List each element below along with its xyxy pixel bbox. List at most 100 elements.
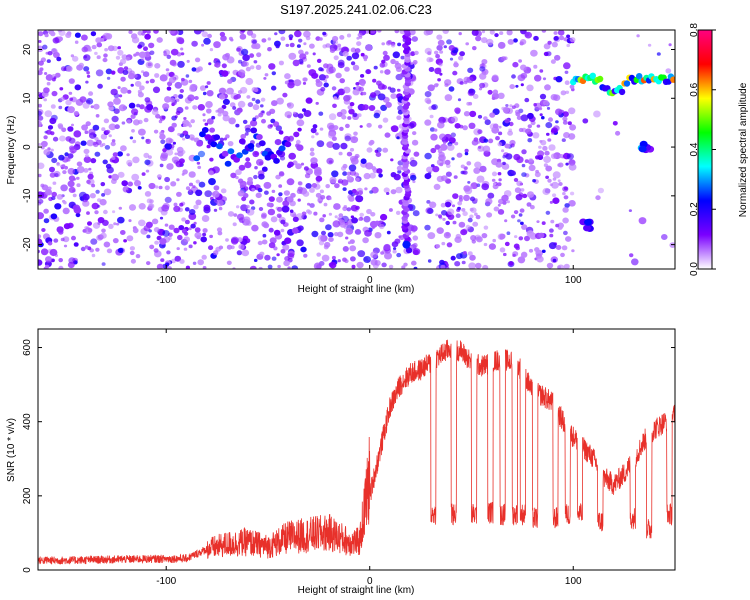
heatmap-cell [358,86,365,92]
heatmap-cell [365,44,373,51]
heatmap-feature-cell [236,152,243,159]
heatmap-cell [284,222,290,227]
heatmap-cell [489,112,496,118]
heatmap-cell [410,51,416,57]
heatmap-cell [287,266,291,269]
heatmap-cell [563,132,570,139]
heatmap-cell [513,38,518,43]
heatmap-cell [492,123,499,129]
heatmap-cell [276,213,282,219]
heatmap-cell [347,241,352,245]
heatmap-cell [220,35,227,42]
heatmap-cell [60,237,65,242]
heatmap-cell [462,211,468,217]
heatmap-y-tick-label: 10 [22,92,33,104]
heatmap-cell [409,159,418,167]
heatmap-cell [92,124,100,131]
heatmap-cell [563,230,568,236]
heatmap-cell [246,208,255,216]
heatmap-cell [46,81,51,86]
snr-x-tick-label: -100 [156,576,176,587]
heatmap-cell [105,33,113,40]
heatmap-feature-cell [201,127,209,133]
heatmap-cell [498,178,502,182]
heatmap-cell [233,213,238,217]
heatmap-cell [318,240,325,246]
heatmap-cell [274,139,282,146]
heatmap-cell [484,119,491,126]
heatmap-cell [52,136,59,142]
heatmap-cell [177,132,181,136]
heatmap-cell [80,198,85,202]
heatmap-cell [38,212,44,220]
heatmap-cell [524,159,529,164]
heatmap-cell [333,203,341,210]
colorbar-label: Normalized spectral amplitude [738,82,749,217]
heatmap-cell [197,259,204,266]
heatmap-cell [259,251,265,257]
heatmap-cell [661,234,668,240]
heatmap-cell [345,123,350,129]
heatmap-cell [58,258,63,263]
heatmap-cell [506,30,513,36]
heatmap-cell [377,30,382,33]
heatmap-cell [246,30,254,36]
heatmap-cell [483,151,489,156]
heatmap-cell [41,184,49,191]
heatmap-cell [74,32,81,38]
heatmap-cell [559,35,565,41]
heatmap-cell [376,168,383,174]
heatmap-cell [67,153,74,159]
heatmap-cell [111,45,118,52]
heatmap-cell [108,175,113,179]
heatmap-cell [405,247,413,254]
heatmap-cell [226,260,232,265]
heatmap-cell [337,259,341,263]
heatmap-cell [481,30,486,34]
heatmap-cell [117,247,124,253]
heatmap-cell [81,34,88,41]
heatmap-cell [355,177,360,182]
heatmap-cell [225,238,229,242]
heatmap-cell [319,127,324,131]
heatmap-cell [472,94,479,99]
heatmap-cell [342,206,348,212]
heatmap-cell [312,52,316,56]
colorbar-tick-label: 0.0 [689,262,700,276]
snr-y-tick-label: 400 [22,413,33,430]
heatmap-cell [536,124,541,128]
heatmap-cell [57,30,63,33]
heatmap-cell [395,210,401,215]
heatmap-cell [95,247,100,252]
heatmap-cell [638,217,647,225]
heatmap-cell [524,235,530,242]
heatmap-cell [170,181,177,187]
heatmap-cell [72,193,77,198]
heatmap-cell [562,217,569,224]
heatmap-cell [57,123,63,129]
heatmap-cell [296,239,304,247]
heatmap-cell [541,221,546,226]
heatmap-cell [141,172,146,176]
heatmap-cell [346,33,352,38]
heatmap-cell [166,54,172,60]
heatmap-cell [251,97,256,102]
heatmap-cell [84,227,93,235]
heatmap-cell [64,165,68,170]
heatmap-cell [434,144,441,150]
heatmap-cell [245,66,251,72]
heatmap-cell [514,187,522,194]
heatmap-cell [325,43,331,48]
heatmap-cell [216,227,223,233]
heatmap-cell [179,133,185,138]
heatmap-cell [261,239,268,245]
heatmap-cell [546,132,550,136]
heatmap-cell [501,194,509,202]
heatmap-cell [457,201,463,206]
heatmap-cell [202,232,207,237]
heatmap-cell [497,92,505,100]
heatmap-cell [56,56,62,62]
heatmap-cell [242,54,250,62]
heatmap-cell [113,97,121,105]
heatmap-cell [263,77,267,80]
